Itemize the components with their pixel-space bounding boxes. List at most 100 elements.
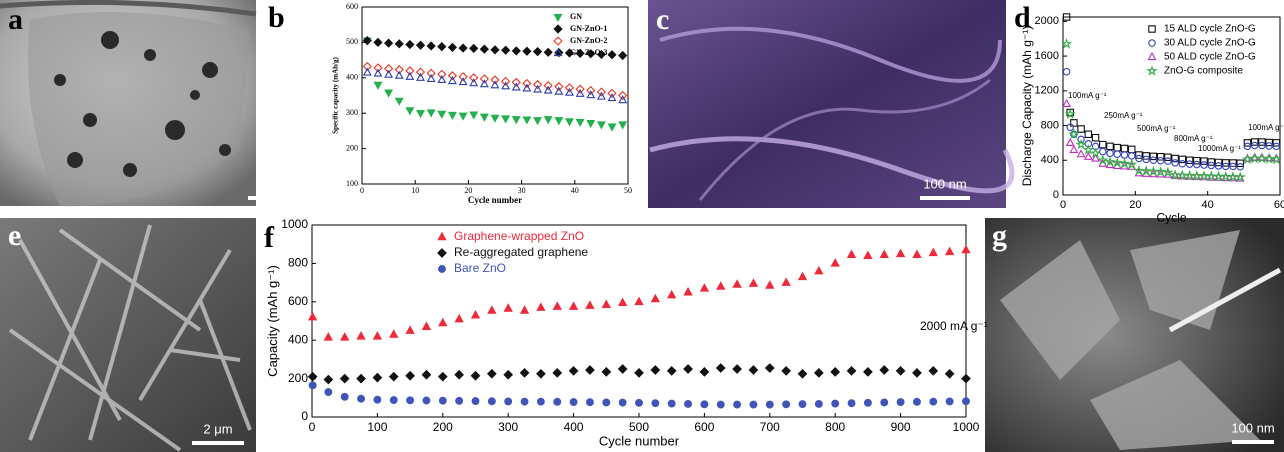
legend-marker <box>437 231 447 241</box>
y-tick-label: 600 <box>288 294 308 308</box>
legend-label: ZnO-G composite <box>1164 66 1243 77</box>
marker <box>1099 140 1107 149</box>
legend-label: Graphene-wrapped ZnO <box>454 229 584 243</box>
marker <box>601 299 611 308</box>
marker <box>479 113 489 122</box>
marker <box>1111 156 1123 168</box>
marker <box>650 293 661 303</box>
marker <box>1077 125 1085 133</box>
legend-label: GN-ZnO-3 <box>570 48 607 57</box>
marker <box>1065 137 1075 147</box>
marker <box>406 396 415 405</box>
marker <box>554 82 564 92</box>
legend-label: Bare ZnO <box>454 261 506 275</box>
marker <box>458 43 468 53</box>
marker <box>1258 141 1266 150</box>
marker <box>447 76 457 85</box>
marker <box>1162 166 1174 178</box>
scale-bar <box>1232 440 1274 444</box>
marker <box>490 45 500 55</box>
marker <box>928 366 939 376</box>
marker <box>1214 162 1223 170</box>
marker <box>490 75 500 85</box>
marker <box>503 369 514 380</box>
marker <box>831 399 840 408</box>
marker <box>504 397 513 406</box>
y-tick-label: 300 <box>346 108 358 117</box>
marker <box>863 398 872 407</box>
marker <box>438 396 447 405</box>
marker <box>383 38 394 48</box>
y-axis-label: Capacity (mAh g⁻¹) <box>265 265 280 377</box>
marker <box>455 396 464 405</box>
legend-marker <box>553 36 563 46</box>
marker <box>565 118 574 127</box>
marker <box>373 63 383 73</box>
marker <box>1193 160 1201 169</box>
x-tick-label: 10 <box>411 186 419 195</box>
marker <box>847 399 856 408</box>
marker <box>912 367 922 378</box>
marker <box>416 72 425 81</box>
marker <box>1106 149 1114 158</box>
marker <box>357 394 365 403</box>
marker <box>585 365 595 375</box>
marker <box>1062 98 1072 107</box>
marker <box>554 117 564 126</box>
marker <box>748 278 759 287</box>
marker <box>511 116 521 125</box>
marker <box>716 400 725 409</box>
marker <box>511 46 521 56</box>
marker <box>307 371 318 382</box>
marker <box>813 367 824 378</box>
marker <box>568 366 579 376</box>
marker <box>324 388 333 396</box>
legend-label: Re-aggregated graphene <box>454 245 588 259</box>
marker <box>1091 133 1100 142</box>
x-tick-label: 500 <box>629 420 649 434</box>
micrograph-a <box>0 0 257 207</box>
marker <box>1156 156 1165 165</box>
marker <box>458 72 468 82</box>
y-tick-label: 2000 <box>1035 15 1059 27</box>
marker <box>511 77 521 88</box>
marker <box>372 372 383 383</box>
legend-label: 50 ALD cycle ZnO-G <box>1164 52 1256 63</box>
marker <box>520 397 529 406</box>
x-tick-label: 1000 <box>953 420 980 434</box>
y-tick-label: 0 <box>1053 189 1059 201</box>
marker <box>814 399 823 408</box>
marker <box>830 258 840 267</box>
scale-bar-label: 400 nm <box>276 176 319 191</box>
marker <box>586 49 596 59</box>
marker <box>1075 138 1087 150</box>
marker <box>1084 130 1093 138</box>
marker <box>405 71 415 80</box>
marker <box>1097 154 1109 166</box>
marker <box>880 398 889 407</box>
x-tick-label: 0 <box>360 186 364 195</box>
marker <box>362 61 372 72</box>
marker <box>617 364 628 374</box>
x-axis-label: Cycle number <box>599 434 680 449</box>
x-tick-label: 600 <box>694 420 714 434</box>
marker <box>568 301 579 310</box>
marker <box>635 398 643 407</box>
marker <box>501 115 511 124</box>
marker <box>944 246 955 256</box>
x-tick-label: 800 <box>825 420 845 434</box>
marker <box>426 68 436 78</box>
marker <box>307 311 318 321</box>
marker <box>585 398 594 407</box>
legend-marker <box>438 265 446 273</box>
marker <box>650 365 661 375</box>
marker <box>585 300 595 309</box>
marker <box>511 82 521 91</box>
marker <box>601 367 612 377</box>
marker <box>339 373 350 384</box>
micrograph-c <box>648 0 1015 208</box>
y-tick-label: 500 <box>346 37 358 46</box>
marker <box>447 42 458 52</box>
marker <box>438 317 448 327</box>
